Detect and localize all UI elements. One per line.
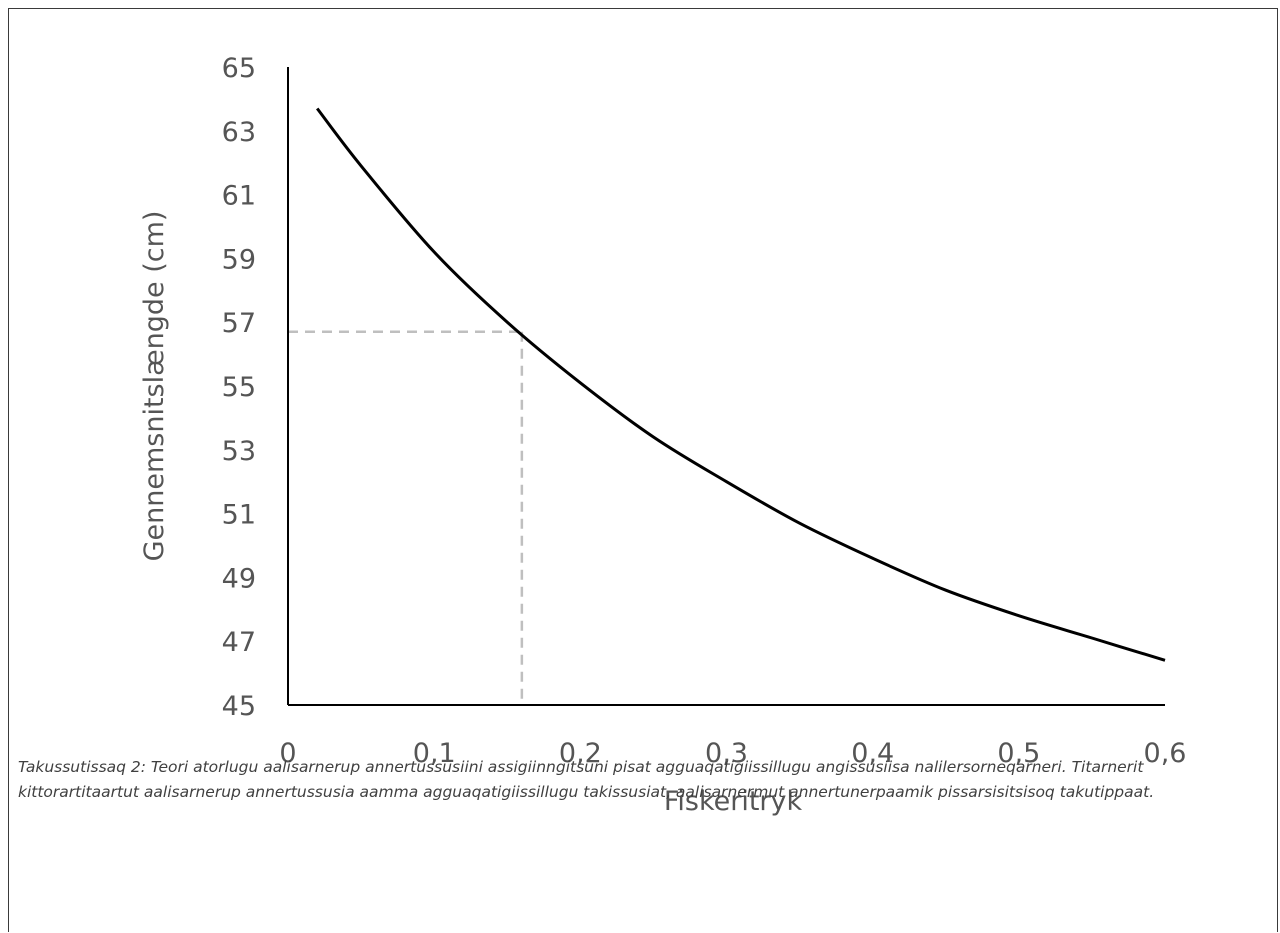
x-axis-label: Fiskeritryk <box>664 786 803 817</box>
figure-caption: Takussutissaq 2: Teori atorlugu aalisarn… <box>18 758 1155 801</box>
y-tick-label: 53 <box>222 436 256 467</box>
x-tick-label: 0,4 <box>851 738 894 769</box>
y-tick-label: 61 <box>222 181 256 212</box>
x-tick-label: 0,5 <box>997 738 1040 769</box>
x-tick-label: 0,3 <box>705 738 748 769</box>
y-tick-label: 45 <box>222 691 256 722</box>
y-tick-label: 59 <box>222 244 256 275</box>
y-tick-label: 55 <box>222 372 256 403</box>
y-tick-label: 63 <box>222 117 256 148</box>
x-tick-label: 0,2 <box>559 738 602 769</box>
y-tick-label: 47 <box>222 627 256 658</box>
y-tick-labels: 45 47 49 51 53 55 57 59 61 63 65 <box>222 53 256 722</box>
series-line <box>316 107 1166 662</box>
chart: 0 0,1 0,2 0,3 0,4 0,5 0,6 45 47 49 51 53 55 57 59 61 63… <box>139 53 1186 817</box>
y-tick-label: 57 <box>222 308 256 339</box>
x-tick-label: 0,1 <box>413 738 456 769</box>
reference-lines <box>288 330 524 705</box>
figure-frame <box>8 8 1278 932</box>
x-tick-label: 0,6 <box>1144 738 1187 769</box>
y-tick-label: 65 <box>222 53 256 84</box>
y-axis-label: Gennemsnitslængde (cm) <box>139 211 170 562</box>
x-tick-labels: 0 0,1 0,2 0,3 0,4 0,5 0,6 <box>279 738 1186 769</box>
axes <box>287 67 1165 706</box>
y-tick-label: 49 <box>222 563 256 594</box>
x-tick-label: 0 <box>279 738 296 769</box>
y-tick-label: 51 <box>222 500 256 531</box>
